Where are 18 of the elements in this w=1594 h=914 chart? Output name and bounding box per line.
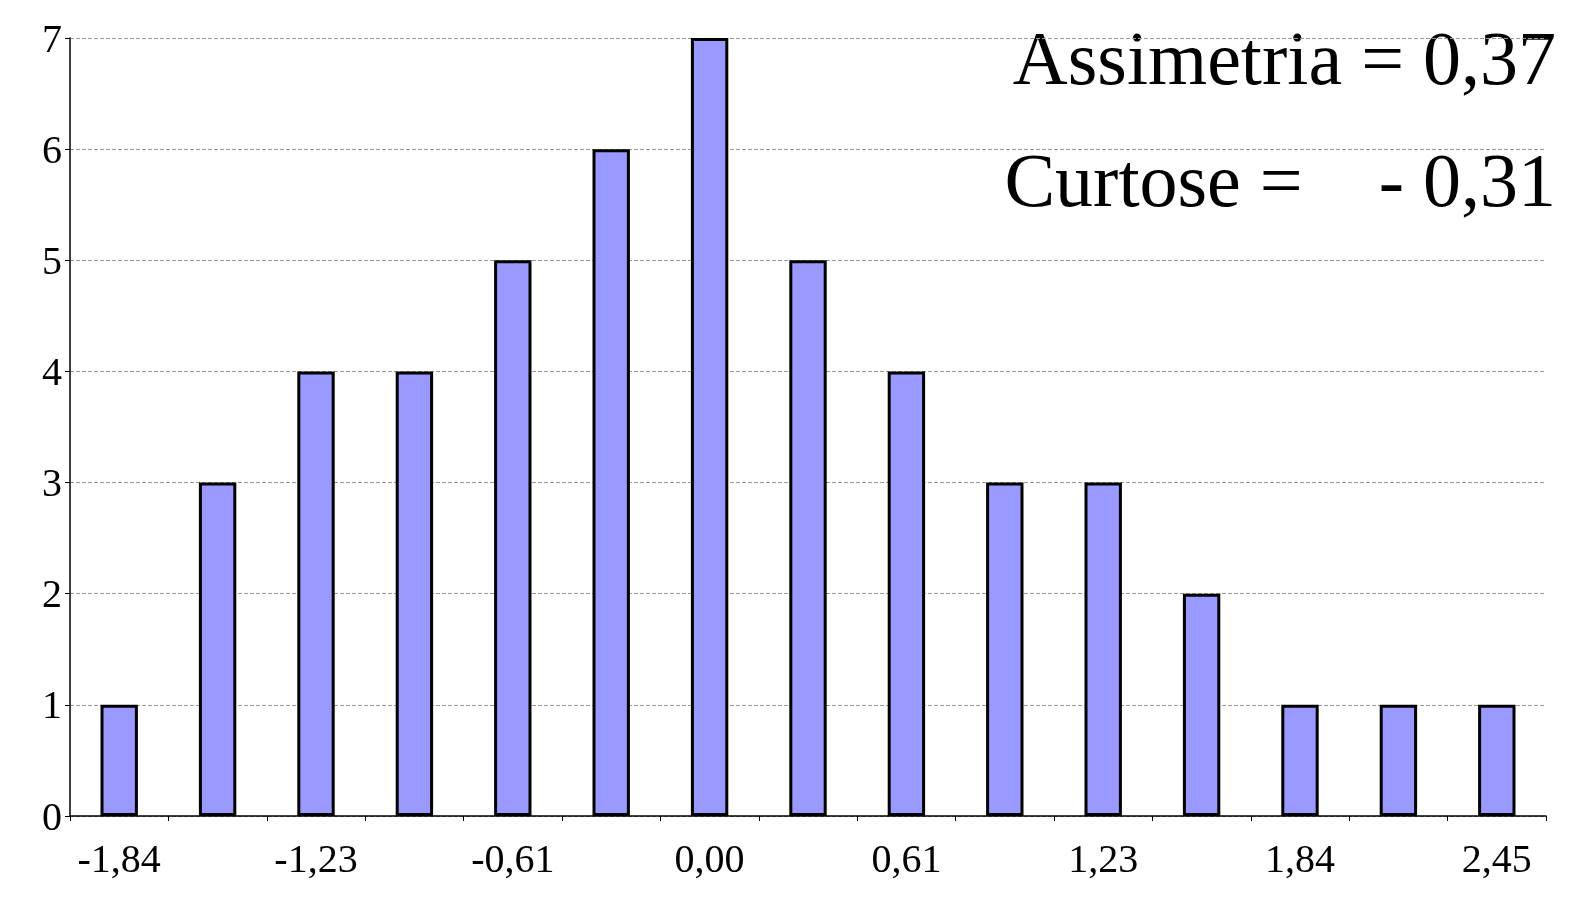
y-tick-label: 0 — [42, 793, 62, 839]
x-tick-label: 1,23 — [1068, 835, 1139, 881]
x-tick-label: -1,23 — [274, 835, 358, 881]
x-tick-label: -0,61 — [471, 835, 555, 881]
y-tick-label: 2 — [42, 571, 62, 617]
annotation: Assimetria = 0,37 — [1012, 16, 1557, 100]
x-tick-label: -1,84 — [77, 835, 161, 881]
y-tick-label: 6 — [42, 126, 62, 172]
y-tick-label: 7 — [42, 15, 62, 61]
y-tick-label: 4 — [42, 348, 62, 394]
x-tick-label: 0,61 — [871, 835, 942, 881]
y-tick-label: 5 — [42, 237, 62, 283]
annotation: Curtose = - 0,31 — [1004, 138, 1556, 222]
x-tick-label: 1,84 — [1265, 835, 1335, 881]
x-tick-label: 2,45 — [1461, 835, 1532, 881]
x-tick-label: 0,00 — [674, 835, 745, 881]
y-tick-label: 1 — [42, 682, 62, 728]
y-tick-label: 3 — [42, 460, 62, 506]
